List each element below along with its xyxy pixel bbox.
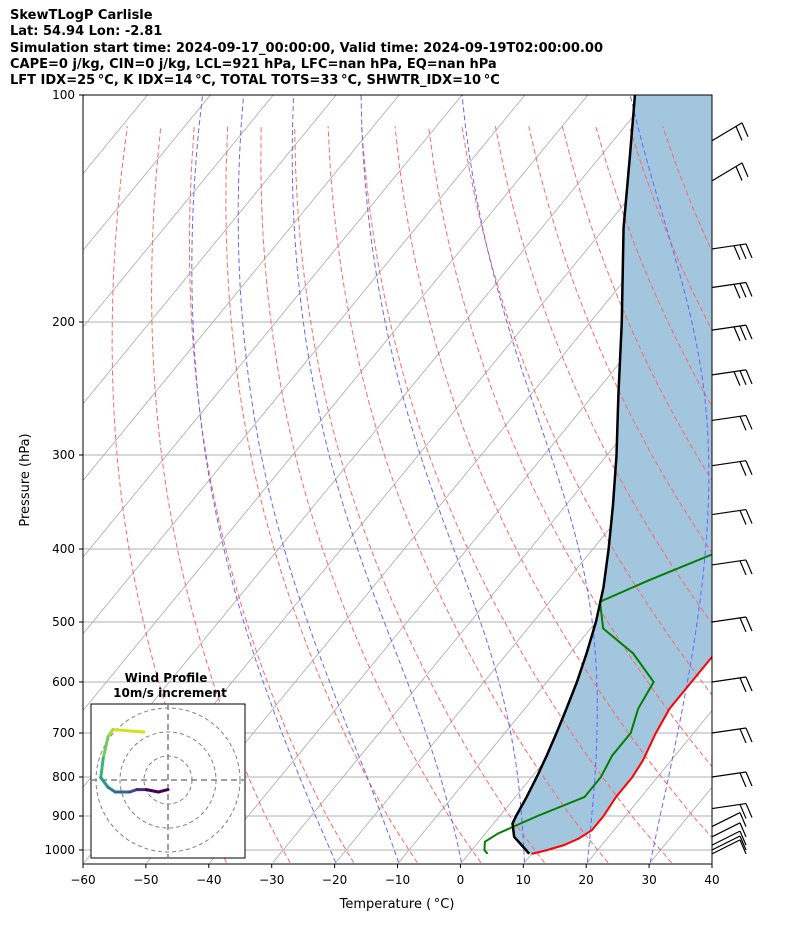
wind-barb (711, 812, 747, 828)
y-tick-label: 400 (52, 542, 75, 556)
hodograph-subtitle: 10m/s increment (113, 686, 227, 700)
x-tick-label: −30 (259, 873, 284, 887)
isotherm-line (649, 786, 712, 863)
x-tick-label: 20 (579, 873, 594, 887)
isotherm-line (83, 95, 85, 98)
wind-barb (711, 771, 753, 788)
wind-barb (711, 559, 753, 576)
dry-adiabat (151, 126, 291, 863)
parcel-line (511, 95, 637, 855)
hodograph-trace (111, 728, 146, 734)
y-axis-label: Pressure (hPa) (18, 433, 33, 526)
wind-barb (711, 369, 753, 386)
x-axis-label: Temperature ( °C) (339, 897, 455, 912)
wind-barb (711, 727, 753, 744)
dry-adiabat (294, 126, 545, 863)
x-tick-label: 40 (704, 873, 719, 887)
moist-adiabat (291, 95, 462, 863)
wind-barb (711, 835, 747, 851)
wind-barb (711, 508, 753, 525)
y-tick-label: 700 (52, 726, 75, 740)
wind-barb (711, 830, 747, 846)
moist-adiabat (713, 95, 794, 863)
wind-barb (711, 243, 753, 260)
wind-barb (711, 281, 753, 299)
moist-adiabat (629, 95, 710, 863)
dry-adiabat (528, 126, 712, 554)
x-tick-label: −40 (196, 873, 221, 887)
title-stability-indices: LFT IDX=25 °C, K IDX=14 °C, TOTAL TOTS=3… (10, 73, 500, 89)
wind-barb (711, 122, 749, 142)
y-tick-label: 100 (52, 88, 75, 102)
wind-barb (711, 676, 753, 693)
isotherm-line (83, 95, 589, 712)
wind-barb (711, 839, 747, 855)
wind-barbs (711, 122, 753, 855)
x-tick-label: −10 (385, 873, 410, 887)
title-times: Simulation start time: 2024-09-17_00:00:… (10, 40, 603, 56)
isotherm-line (713, 95, 794, 863)
wind-barb (711, 414, 753, 431)
adiabats (111, 95, 794, 863)
wind-barb (711, 324, 753, 342)
title-station: SkewTLogP Carlisle (10, 8, 153, 23)
dry-adiabat (327, 126, 609, 863)
wind-barb (711, 162, 749, 182)
moist-adiabat (191, 95, 337, 863)
hodograph-trace (144, 788, 160, 794)
isotherm-line (83, 95, 526, 635)
cape-cin-fill (512, 95, 712, 854)
isotherm-line (83, 95, 463, 558)
isotherm-line (209, 249, 712, 863)
title-cape-indices: CAPE=0 j/kg, CIN=0 j/kg, LCL=921 hPa, LF… (10, 56, 497, 72)
hodograph-trace (101, 735, 110, 760)
wind-barb (711, 460, 753, 476)
y-tick-label: 600 (52, 675, 75, 689)
moist-adiabat (360, 95, 525, 863)
wind-barb (711, 616, 753, 633)
dry-adiabat (427, 126, 712, 768)
profile-series (483, 95, 712, 855)
y-tick-label: 900 (52, 809, 75, 823)
dry-adiabat (394, 126, 712, 839)
x-tick-label: 0 (457, 873, 465, 887)
x-tick-label: −50 (133, 873, 158, 887)
y-tick-label: 500 (52, 615, 75, 629)
hodograph-trace (99, 776, 110, 789)
dry-adiabat (225, 126, 418, 863)
x-tick-label: −60 (70, 873, 95, 887)
isotherm-line (83, 95, 651, 788)
y-tick-label: 300 (52, 448, 75, 462)
x-tick-label: −20 (322, 873, 347, 887)
dry-adiabat (260, 126, 482, 863)
temperature-line (531, 655, 712, 855)
y-tick-label: 200 (52, 315, 75, 329)
isotherm-line (398, 479, 712, 863)
dry-adiabat (188, 126, 355, 863)
title-location: Lat: 54.94 Lon: -2.81 (10, 24, 163, 40)
hodograph-plot (91, 704, 245, 858)
dry-adiabat (361, 126, 673, 863)
hodograph-trace (99, 756, 105, 780)
wind-barb (711, 822, 747, 838)
hodograph-title: Wind Profile (125, 671, 208, 685)
dry-adiabat (461, 126, 712, 696)
x-tick-label: 10 (516, 873, 531, 887)
cin-area (512, 95, 712, 854)
moist-adiabat (237, 95, 400, 863)
axis-ticks: −60 −50 −40 −30 −20 −10 0 10 20 30 40 100 200 300 400 5… (44, 88, 719, 887)
chart-header: SkewTLogP Carlisle Lat: 54.94 Lon: -2.81… (10, 8, 603, 89)
isotherm-line (586, 709, 712, 863)
y-tick-label: 1000 (44, 843, 75, 857)
moist-adiabat (461, 95, 598, 863)
isotherm-line (83, 95, 400, 482)
y-tick-label: 800 (52, 770, 75, 784)
hodograph-trace (156, 788, 170, 794)
dewpoint-line (483, 553, 712, 855)
x-tick-label: 30 (641, 873, 656, 887)
hodograph-inset: Wind Profile 10m/s increment (90, 671, 246, 859)
wind-barb (711, 802, 753, 819)
